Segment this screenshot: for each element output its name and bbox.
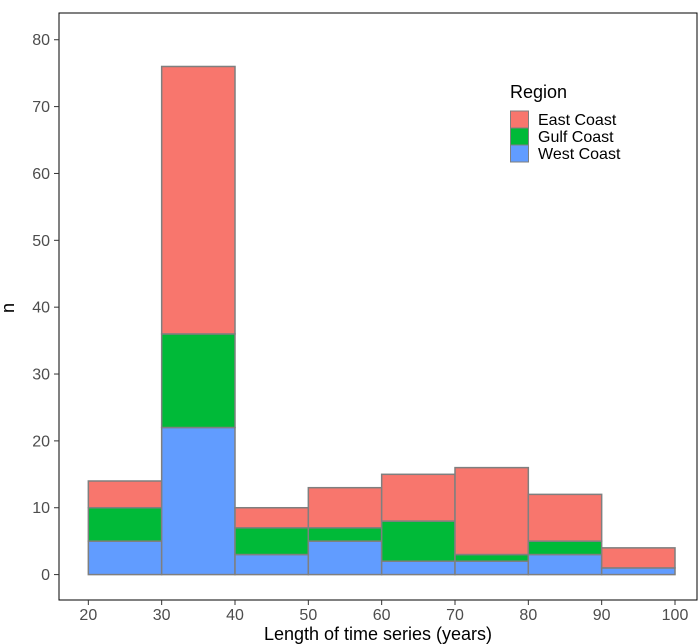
- x-axis-title: Length of time series (years): [264, 624, 492, 644]
- bar-gulf-coast-50: [307, 527, 383, 542]
- bar-east-coast-40: [234, 506, 310, 529]
- bar-gulf-coast-40: [234, 527, 310, 556]
- x-tick-label: 40: [226, 607, 244, 624]
- legend-label-gulf-coast: Gulf Coast: [538, 129, 614, 146]
- y-tick-label: 60: [32, 166, 50, 183]
- bars-group: [87, 65, 676, 576]
- bar-west-coast-80: [527, 553, 603, 576]
- bar-west-coast-90: [600, 567, 676, 576]
- bar-east-coast-90: [600, 547, 676, 569]
- bar-west-coast-60: [380, 560, 456, 576]
- x-tick-label: 30: [153, 607, 171, 624]
- y-tick-label: 80: [32, 32, 50, 49]
- bar-east-coast-30: [160, 65, 236, 335]
- legend-key-west-coast: [510, 144, 529, 163]
- y-tick-label: 70: [32, 99, 50, 116]
- bar-gulf-coast-30: [160, 333, 236, 429]
- bar-west-coast-20: [87, 540, 163, 576]
- y-tick-label: 20: [32, 433, 50, 450]
- bar-east-coast-20: [87, 480, 163, 509]
- y-tick-label: 40: [32, 300, 50, 317]
- y-tick-label: 50: [32, 233, 50, 250]
- y-tick-label: 10: [32, 500, 50, 517]
- x-tick-label: 20: [79, 607, 97, 624]
- y-axis: 0 10 20 30 40 50 60 70 80: [32, 32, 59, 584]
- y-tick-label: 0: [41, 567, 50, 584]
- bar-gulf-coast-60: [380, 520, 456, 562]
- legend-label-west-coast: West Coast: [538, 146, 621, 163]
- x-tick-label: 90: [593, 607, 611, 624]
- bar-east-coast-80: [527, 493, 603, 542]
- bar-west-coast-30: [160, 426, 236, 576]
- x-axis: 20 30 40 50 60 70 80 90 100: [79, 600, 688, 624]
- bar-east-coast-70: [454, 466, 530, 556]
- x-tick-label: 70: [446, 607, 464, 624]
- x-tick-label: 50: [299, 607, 317, 624]
- bar-gulf-coast-80: [527, 540, 603, 556]
- legend-title: Region: [510, 82, 567, 102]
- x-tick-label: 100: [662, 607, 689, 624]
- bar-west-coast-40: [234, 553, 310, 576]
- bar-gulf-coast-20: [87, 506, 163, 542]
- x-tick-label: 60: [373, 607, 391, 624]
- x-tick-label: 80: [519, 607, 537, 624]
- bar-east-coast-60: [380, 473, 456, 522]
- bar-gulf-coast-70: [454, 553, 530, 562]
- bar-east-coast-50: [307, 486, 383, 529]
- y-axis-title: n: [0, 303, 18, 313]
- bar-west-coast-70: [454, 560, 530, 576]
- bar-west-coast-50: [307, 540, 383, 576]
- legend-label-east-coast: East Coast: [538, 112, 617, 129]
- legend-key-gulf-coast: [510, 127, 529, 146]
- legend-key-east-coast: [510, 110, 529, 129]
- y-tick-label: 30: [32, 367, 50, 384]
